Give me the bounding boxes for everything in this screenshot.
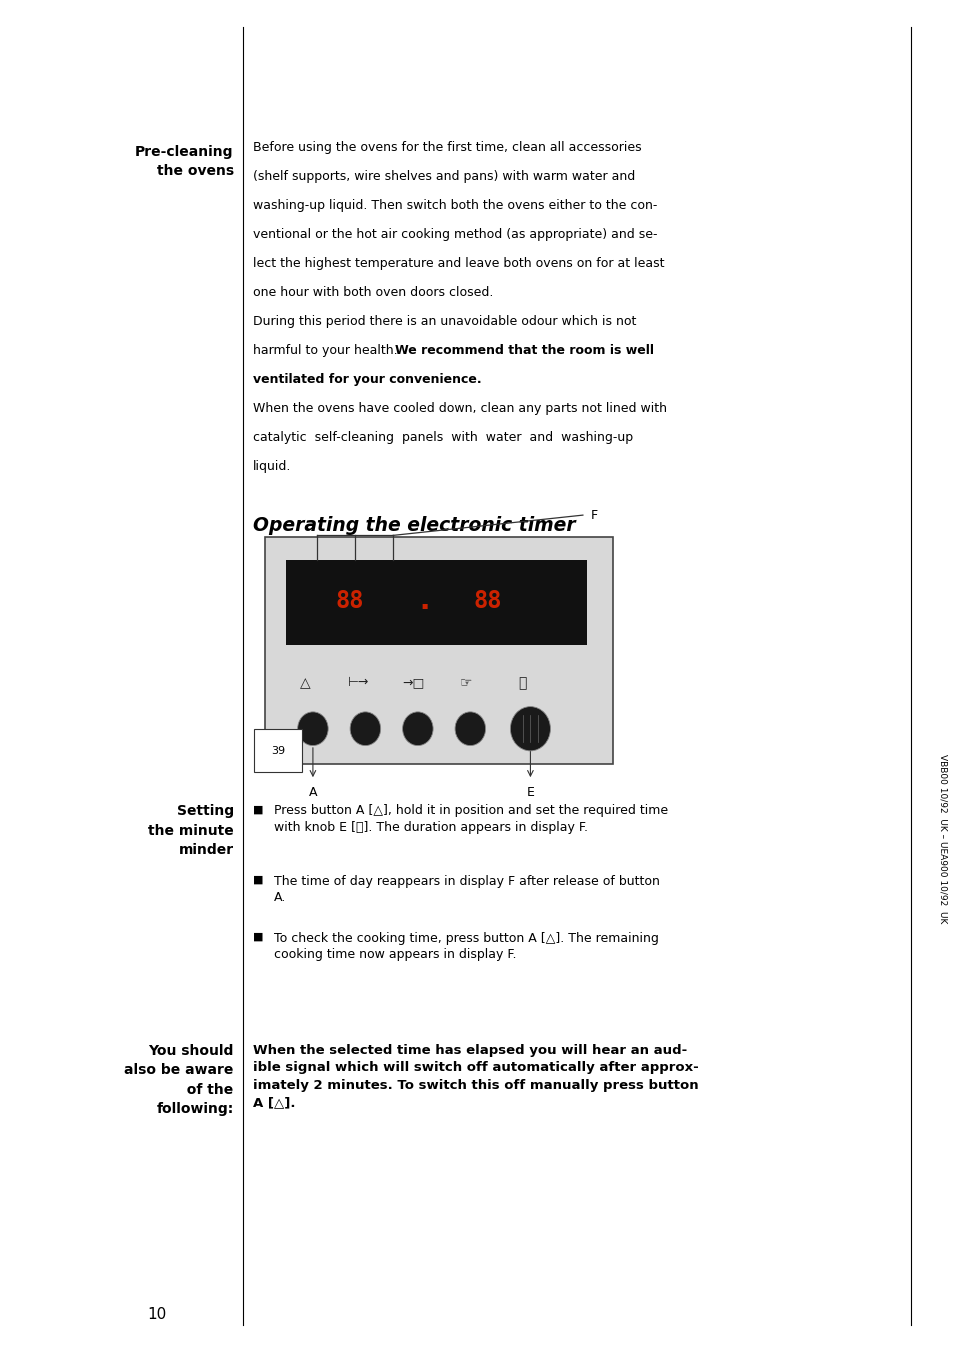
Text: harmful to your health.: harmful to your health. — [253, 343, 401, 357]
Text: →□: →□ — [401, 676, 424, 690]
Ellipse shape — [455, 713, 485, 745]
Text: ■: ■ — [253, 804, 263, 814]
Text: ■: ■ — [253, 932, 263, 941]
Ellipse shape — [402, 713, 433, 745]
Text: When the ovens have cooled down, clean any parts not lined with: When the ovens have cooled down, clean a… — [253, 403, 666, 415]
Text: ⊢→: ⊢→ — [348, 676, 369, 690]
FancyBboxPatch shape — [286, 560, 586, 645]
Text: Operating the electronic timer: Operating the electronic timer — [253, 516, 575, 535]
Ellipse shape — [297, 713, 328, 745]
Text: During this period there is an unavoidable odour which is not: During this period there is an unavoidab… — [253, 315, 636, 329]
Text: 10: 10 — [148, 1307, 167, 1322]
Text: lect the highest temperature and leave both ovens on for at least: lect the highest temperature and leave b… — [253, 257, 663, 270]
Text: Setting
the minute
minder: Setting the minute minder — [148, 804, 233, 857]
Text: A: A — [309, 786, 316, 799]
Text: ☞: ☞ — [458, 676, 472, 690]
Text: △: △ — [299, 676, 311, 690]
Text: (shelf supports, wire shelves and pans) with warm water and: (shelf supports, wire shelves and pans) … — [253, 169, 635, 183]
Text: Press button A [△], hold it in position and set the required time
with knob E [⏰: Press button A [△], hold it in position … — [274, 804, 667, 834]
Text: We recommend that the room is well: We recommend that the room is well — [395, 343, 653, 357]
Text: VBB00 10/92  UK – UEA900 10/92  UK: VBB00 10/92 UK – UEA900 10/92 UK — [937, 753, 946, 923]
Text: 39: 39 — [271, 746, 285, 756]
Text: liquid.: liquid. — [253, 460, 291, 473]
Text: 88: 88 — [335, 588, 363, 612]
FancyBboxPatch shape — [265, 537, 613, 764]
Text: E: E — [526, 786, 534, 799]
Text: ventional or the hot air cooking method (as appropriate) and se-: ventional or the hot air cooking method … — [253, 227, 657, 241]
Text: ventilated for your convenience.: ventilated for your convenience. — [253, 373, 481, 387]
Text: The time of day reappears in display F after release of button
A.: The time of day reappears in display F a… — [274, 875, 659, 904]
Text: Before using the ovens for the first time, clean all accessories: Before using the ovens for the first tim… — [253, 141, 640, 154]
Text: Pre-cleaning
the ovens: Pre-cleaning the ovens — [135, 145, 233, 178]
Text: When the selected time has elapsed you will hear an aud-
ible signal which will : When the selected time has elapsed you w… — [253, 1044, 698, 1109]
Text: washing-up liquid. Then switch both the ovens either to the con-: washing-up liquid. Then switch both the … — [253, 199, 657, 212]
Ellipse shape — [350, 713, 380, 745]
Text: To check the cooking time, press button A [△]. The remaining
cooking time now ap: To check the cooking time, press button … — [274, 932, 658, 961]
Text: ■: ■ — [253, 875, 263, 884]
Text: F: F — [590, 508, 597, 522]
Text: one hour with both oven doors closed.: one hour with both oven doors closed. — [253, 287, 493, 299]
Ellipse shape — [510, 707, 550, 750]
Text: You should
also be aware
  of the
following:: You should also be aware of the followin… — [124, 1044, 233, 1117]
Text: catalytic  self-cleaning  panels  with  water  and  washing-up: catalytic self-cleaning panels with wate… — [253, 431, 632, 445]
Text: .: . — [415, 587, 434, 615]
Text: 88: 88 — [473, 588, 501, 612]
Text: ⏰: ⏰ — [518, 676, 526, 690]
